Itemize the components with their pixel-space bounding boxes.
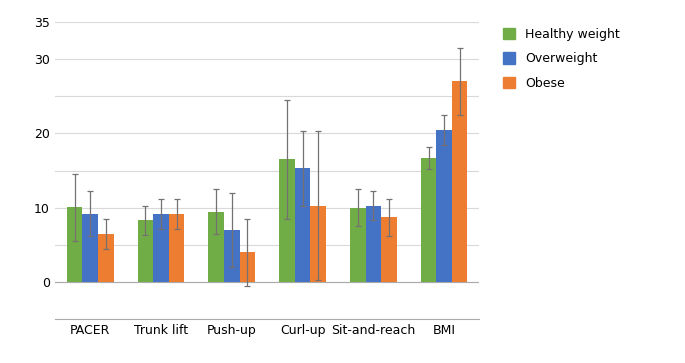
Legend: Healthy weight, Overweight, Obese: Healthy weight, Overweight, Obese (503, 28, 620, 90)
Bar (82, 214, 98, 282)
Bar (224, 230, 240, 282)
Bar (366, 205, 381, 282)
Bar (98, 234, 114, 282)
Bar (452, 81, 467, 282)
Bar (381, 217, 397, 282)
Bar (421, 158, 436, 282)
Bar (153, 214, 169, 282)
Bar (295, 168, 310, 282)
Bar (279, 159, 295, 282)
Bar (240, 253, 255, 282)
Bar (208, 212, 224, 282)
Bar (138, 220, 153, 282)
Bar (310, 205, 326, 282)
Bar (67, 207, 82, 282)
Bar (436, 130, 452, 282)
Bar (169, 214, 184, 282)
Bar (350, 208, 366, 282)
